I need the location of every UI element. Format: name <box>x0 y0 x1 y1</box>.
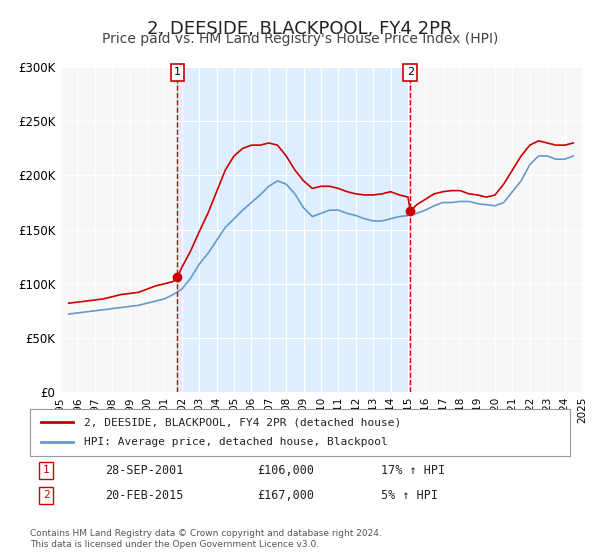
Text: 1: 1 <box>174 67 181 77</box>
Text: 2, DEESIDE, BLACKPOOL, FY4 2PR (detached house): 2, DEESIDE, BLACKPOOL, FY4 2PR (detached… <box>84 417 401 427</box>
Text: 2: 2 <box>407 67 414 77</box>
Text: 1: 1 <box>43 465 50 475</box>
Text: 2, DEESIDE, BLACKPOOL, FY4 2PR: 2, DEESIDE, BLACKPOOL, FY4 2PR <box>147 20 453 38</box>
Text: 20-FEB-2015: 20-FEB-2015 <box>106 489 184 502</box>
Text: 2: 2 <box>43 491 50 501</box>
Text: Price paid vs. HM Land Registry's House Price Index (HPI): Price paid vs. HM Land Registry's House … <box>102 32 498 46</box>
Bar <box>178 67 410 392</box>
Text: £106,000: £106,000 <box>257 464 314 477</box>
Text: 5% ↑ HPI: 5% ↑ HPI <box>381 489 438 502</box>
Text: Contains HM Land Registry data © Crown copyright and database right 2024.
This d: Contains HM Land Registry data © Crown c… <box>30 529 382 549</box>
Text: 28-SEP-2001: 28-SEP-2001 <box>106 464 184 477</box>
Text: 17% ↑ HPI: 17% ↑ HPI <box>381 464 445 477</box>
Text: £167,000: £167,000 <box>257 489 314 502</box>
Text: HPI: Average price, detached house, Blackpool: HPI: Average price, detached house, Blac… <box>84 437 388 447</box>
